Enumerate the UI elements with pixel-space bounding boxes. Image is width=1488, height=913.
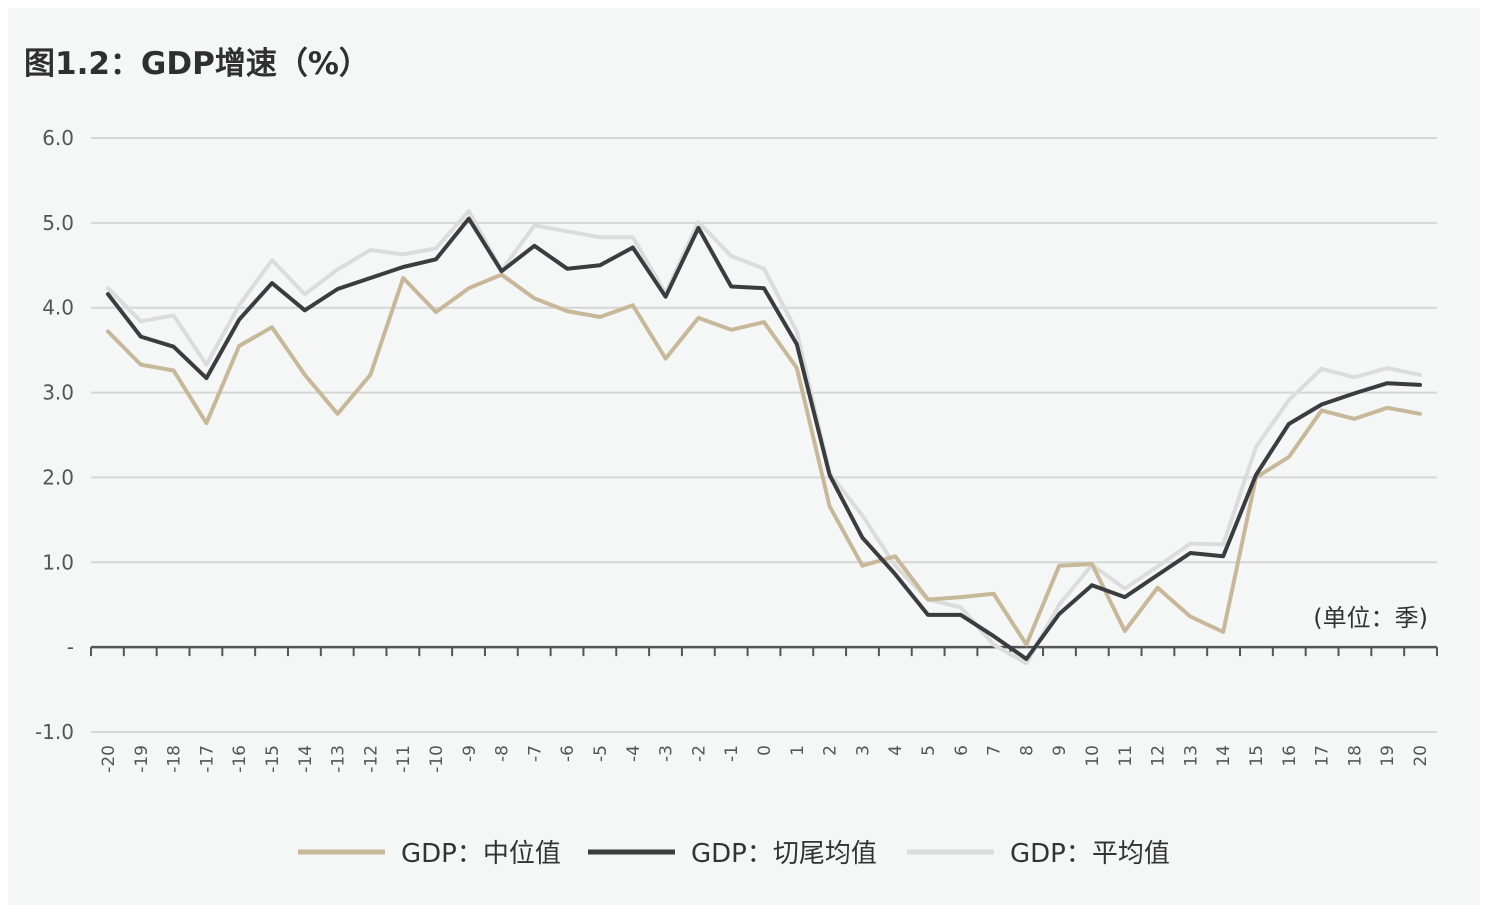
x-tick-label: 20 (1411, 745, 1431, 767)
x-tick-label: 15 (1247, 745, 1267, 767)
x-tick-label: -9 (460, 745, 480, 762)
x-tick-label: -7 (525, 745, 545, 762)
x-tick-label: 5 (919, 745, 939, 756)
x-tick-label: -3 (657, 745, 677, 762)
x-tick-label: 12 (1149, 745, 1169, 767)
x-axis: -20 -19 -18 -17 -16 -15 -14 -13 -12 -11 -10 -9 -8 -7-… (90, 645, 1438, 773)
x-tick-label: -4 (624, 745, 644, 762)
x-tick-label: -8 (493, 745, 513, 762)
x-tick-label: 3 (853, 745, 873, 756)
legend-label-2: GDP：平均值 (1010, 839, 1170, 869)
series-lines (106, 209, 1422, 666)
x-tick-label: -11 (394, 745, 414, 773)
x-tick-label: -13 (329, 745, 349, 773)
y-tick-label: -1.0 (35, 720, 74, 744)
x-tick-label: 11 (1116, 745, 1136, 767)
x-tick-label: 2 (821, 745, 841, 756)
x-tick-label: 7 (985, 745, 1005, 756)
x-tick-label: 18 (1345, 745, 1365, 767)
chart-panel (8, 8, 1480, 905)
x-tick-label: 8 (1017, 745, 1037, 756)
y-tick-label: 1.0 (42, 550, 74, 574)
x-tick-label: -15 (263, 745, 283, 773)
x-tick-label: 19 (1378, 745, 1398, 767)
x-tick-label: 0 (755, 745, 775, 756)
gridlines (91, 137, 1437, 733)
y-tick-label: 3.0 (42, 381, 74, 405)
y-axis-ticks: 6.0 5.0 4.0 3.0 2.0 1.0 - -1.0 (35, 126, 74, 744)
x-tick-label: -10 (427, 745, 447, 773)
x-tick-label: 17 (1313, 745, 1333, 767)
x-tick-label: -19 (132, 745, 152, 773)
y-tick-label: - (67, 635, 74, 659)
x-tick-label: -14 (296, 745, 316, 773)
x-tick-label: -16 (230, 745, 250, 773)
x-tick-label: -12 (361, 745, 381, 773)
x-tick-label: -6 (558, 745, 578, 762)
x-tick-label: -2 (689, 745, 709, 762)
x-tick-label: -1 (722, 745, 742, 762)
x-tick-label: 9 (1050, 745, 1070, 756)
series-line-0 (106, 272, 1422, 647)
series-line-2 (106, 209, 1422, 666)
y-tick-label: 5.0 (42, 211, 74, 235)
x-tick-label: 6 (952, 745, 972, 756)
legend-label-0: GDP：中位值 (401, 839, 561, 869)
unit-note: (单位：季) (1313, 604, 1428, 632)
y-tick-label: 6.0 (42, 126, 74, 150)
x-tick-label: -20 (99, 745, 119, 773)
x-tick-label: 14 (1214, 745, 1234, 767)
legend-label-1: GDP：切尾均值 (691, 839, 877, 869)
x-tick-label: -5 (591, 745, 611, 762)
x-tick-label: 13 (1181, 745, 1201, 767)
x-tick-label: -18 (165, 745, 185, 773)
y-tick-label: 4.0 (42, 296, 74, 320)
y-tick-label: 2.0 (42, 465, 74, 489)
x-tick-label: 1 (788, 745, 808, 756)
chart-title: 图1.2：GDP增速（%） (24, 46, 370, 82)
x-tick-label: 16 (1280, 745, 1300, 767)
legend: GDP：中位值 GDP：切尾均值 GDP：平均值 (298, 839, 1170, 869)
x-tick-label: 4 (886, 745, 906, 756)
series-line-1 (106, 216, 1422, 661)
x-tick-label: 10 (1083, 745, 1103, 767)
x-tick-label: -17 (197, 745, 217, 773)
